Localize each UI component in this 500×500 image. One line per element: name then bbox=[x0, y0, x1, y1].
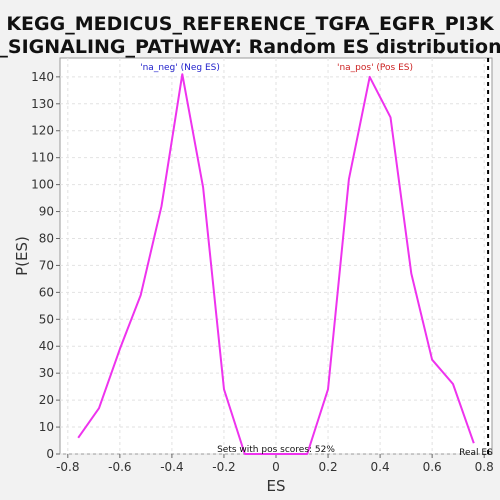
y-tick-label: 60 bbox=[39, 285, 54, 299]
series-line bbox=[77, 73, 475, 455]
y-tick-label: 0 bbox=[46, 447, 54, 461]
y-tick-label: 10 bbox=[39, 420, 54, 434]
x-tick-label: -0.6 bbox=[108, 460, 131, 474]
x-axis-label: ES bbox=[267, 477, 286, 495]
y-tick-label: 140 bbox=[31, 70, 54, 84]
y-tick-label: 120 bbox=[31, 124, 54, 138]
y-tick-label: 30 bbox=[39, 366, 54, 380]
x-tick-label: 0.2 bbox=[319, 460, 338, 474]
x-tick-label: -0.2 bbox=[212, 460, 235, 474]
axis-ticks: -0.8 -0.6 -0.4 -0.2 0 0.2 0.4 0.6 0.8 0 10 20 30 40 50… bbox=[31, 70, 494, 474]
chart-title-line-1: KEGG_MEDICUS_REFERENCE_TGFA_EGFR_PI3K bbox=[6, 13, 495, 35]
y-tick-label: 130 bbox=[31, 97, 54, 111]
series-layer bbox=[77, 73, 475, 455]
y-tick-label: 80 bbox=[39, 231, 54, 245]
y-axis-label: P(ES) bbox=[13, 236, 31, 276]
y-tick-label: 40 bbox=[39, 339, 54, 353]
neg-es-annotation: 'na_neg' (Neg ES) bbox=[140, 63, 220, 73]
chart-title-line-2: _SIGNALING_PATHWAY: Random ES distributi… bbox=[0, 36, 500, 58]
y-tick-label: 70 bbox=[39, 258, 54, 272]
x-tick-label: 0.8 bbox=[475, 460, 494, 474]
x-tick-label: -0.4 bbox=[160, 460, 183, 474]
x-tick-label: 0 bbox=[272, 460, 280, 474]
x-tick-label: 0.6 bbox=[423, 460, 442, 474]
y-tick-label: 90 bbox=[39, 205, 54, 219]
x-tick-label: -0.8 bbox=[56, 460, 79, 474]
y-tick-label: 50 bbox=[39, 312, 54, 326]
pos-es-annotation: 'na_pos' (Pos ES) bbox=[337, 63, 413, 73]
y-tick-label: 110 bbox=[31, 151, 54, 165]
y-tick-label: 20 bbox=[39, 393, 54, 407]
y-tick-label: 100 bbox=[31, 178, 54, 192]
pos-scores-annotation: Sets with pos scores: 52% bbox=[217, 445, 335, 455]
x-tick-label: 0.4 bbox=[371, 460, 390, 474]
real-es-label: Real ES bbox=[459, 448, 493, 458]
